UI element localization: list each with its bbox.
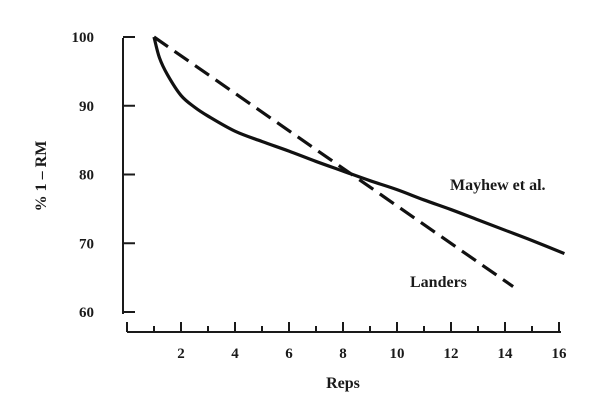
y-ticks: 60 70 80 90 100: [72, 30, 135, 321]
y-tick-label: 100: [72, 30, 95, 46]
x-tick-label: 4: [231, 346, 239, 362]
series-line-mayhew: [152, 36, 565, 256]
x-tick-label: 6: [285, 346, 293, 362]
x-ticks: 2 4 6 8 10 12 14 16: [126, 322, 568, 362]
series-line-landers: [153, 35, 515, 288]
x-tick-label: 2: [177, 346, 185, 362]
y-axis-title: % 1 – RM: [33, 141, 50, 212]
x-axis-title: Reps: [326, 375, 360, 392]
y-tick-label: 80: [79, 168, 94, 184]
series-label-landers: Landers: [410, 274, 467, 291]
series-label-mayhew: Mayhew et al.: [450, 177, 546, 194]
x-tick-label: 10: [390, 346, 405, 362]
x-tick-label: 14: [498, 346, 514, 362]
y-tick-label: 60: [79, 305, 94, 321]
x-tick-label: 12: [444, 346, 459, 362]
x-tick-label: 16: [552, 346, 568, 362]
series-layer: [152, 35, 565, 288]
x-tick-label: 8: [339, 346, 347, 362]
y-tick-label: 70: [79, 236, 94, 252]
y-tick-label: 90: [79, 99, 94, 115]
